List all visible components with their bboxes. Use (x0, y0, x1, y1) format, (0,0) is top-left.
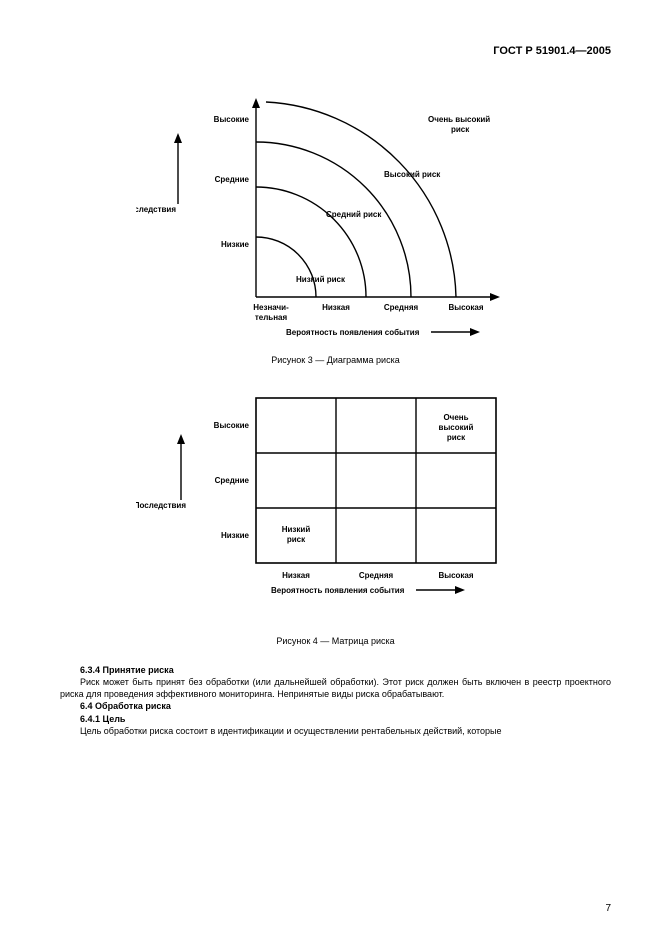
page-number: 7 (605, 903, 611, 914)
cell-low-1: Низкий (281, 525, 310, 534)
fig3-ytick-2: Низкие (220, 240, 249, 249)
fig3-ytick-1: Средние (214, 175, 249, 184)
fig3-y-title: Последствия (136, 205, 176, 214)
figure-3: Низкий риск Средний риск Высокий риск Оч… (60, 82, 611, 365)
fig3-x-title: Вероятность появления события (286, 328, 420, 337)
risk-matrix: Очень высокий риск Низкий риск Высокие С… (136, 383, 536, 623)
fig3-xtick-2: Средняя (383, 303, 418, 312)
zone-vhigh-2: риск (451, 125, 470, 134)
fig4-x-title: Вероятность появления события (271, 586, 405, 595)
para-634: Риск может быть принят без обработки (ил… (60, 676, 611, 700)
figure-4: Очень высокий риск Низкий риск Высокие С… (60, 383, 611, 646)
fig4-y-title: Последствия (136, 501, 186, 510)
fig4-xtick-1: Средняя (358, 571, 393, 580)
fig4-xtick-0: Низкая (282, 571, 310, 580)
cell-vhigh-3: риск (446, 433, 465, 442)
zone-vhigh-1: Очень высокий (428, 115, 490, 124)
body-text: 6.3.4 Принятие риска Риск может быть при… (60, 664, 611, 737)
cell-vhigh-2: высокий (438, 423, 473, 432)
risk-diagram: Низкий риск Средний риск Высокий риск Оч… (136, 82, 536, 342)
heading-634: 6.3.4 Принятие риска (60, 664, 611, 676)
zone-med: Средний риск (326, 210, 382, 219)
heading-641: 6.4.1 Цель (60, 713, 611, 725)
fig3-xtick-0b: тельная (254, 313, 287, 322)
zone-low: Низкий риск (296, 275, 346, 284)
fig4-ytick-1: Средние (214, 476, 249, 485)
fig4-xtick-2: Высокая (438, 571, 473, 580)
fig3-xtick-1: Низкая (322, 303, 350, 312)
para-641: Цель обработки риска состоит в идентифик… (60, 725, 611, 737)
fig4-ytick-2: Низкие (220, 531, 249, 540)
fig4-ytick-0: Высокие (213, 421, 249, 430)
cell-low-2: риск (286, 535, 305, 544)
document-id: ГОСТ Р 51901.4—2005 (60, 45, 611, 57)
fig3-xtick-3: Высокая (448, 303, 483, 312)
zone-high: Высокий риск (384, 170, 441, 179)
figure-4-caption: Рисунок 4 — Матрица риска (60, 636, 611, 646)
heading-64: 6.4 Обработка риска (60, 700, 611, 712)
page: ГОСТ Р 51901.4—2005 Низкий риск Средний … (0, 0, 661, 936)
figure-3-caption: Рисунок 3 — Диаграмма риска (60, 355, 611, 365)
fig3-ytick-0: Высокие (213, 115, 249, 124)
fig3-xtick-0a: Незначи- (253, 303, 289, 312)
cell-vhigh-1: Очень (443, 413, 468, 422)
